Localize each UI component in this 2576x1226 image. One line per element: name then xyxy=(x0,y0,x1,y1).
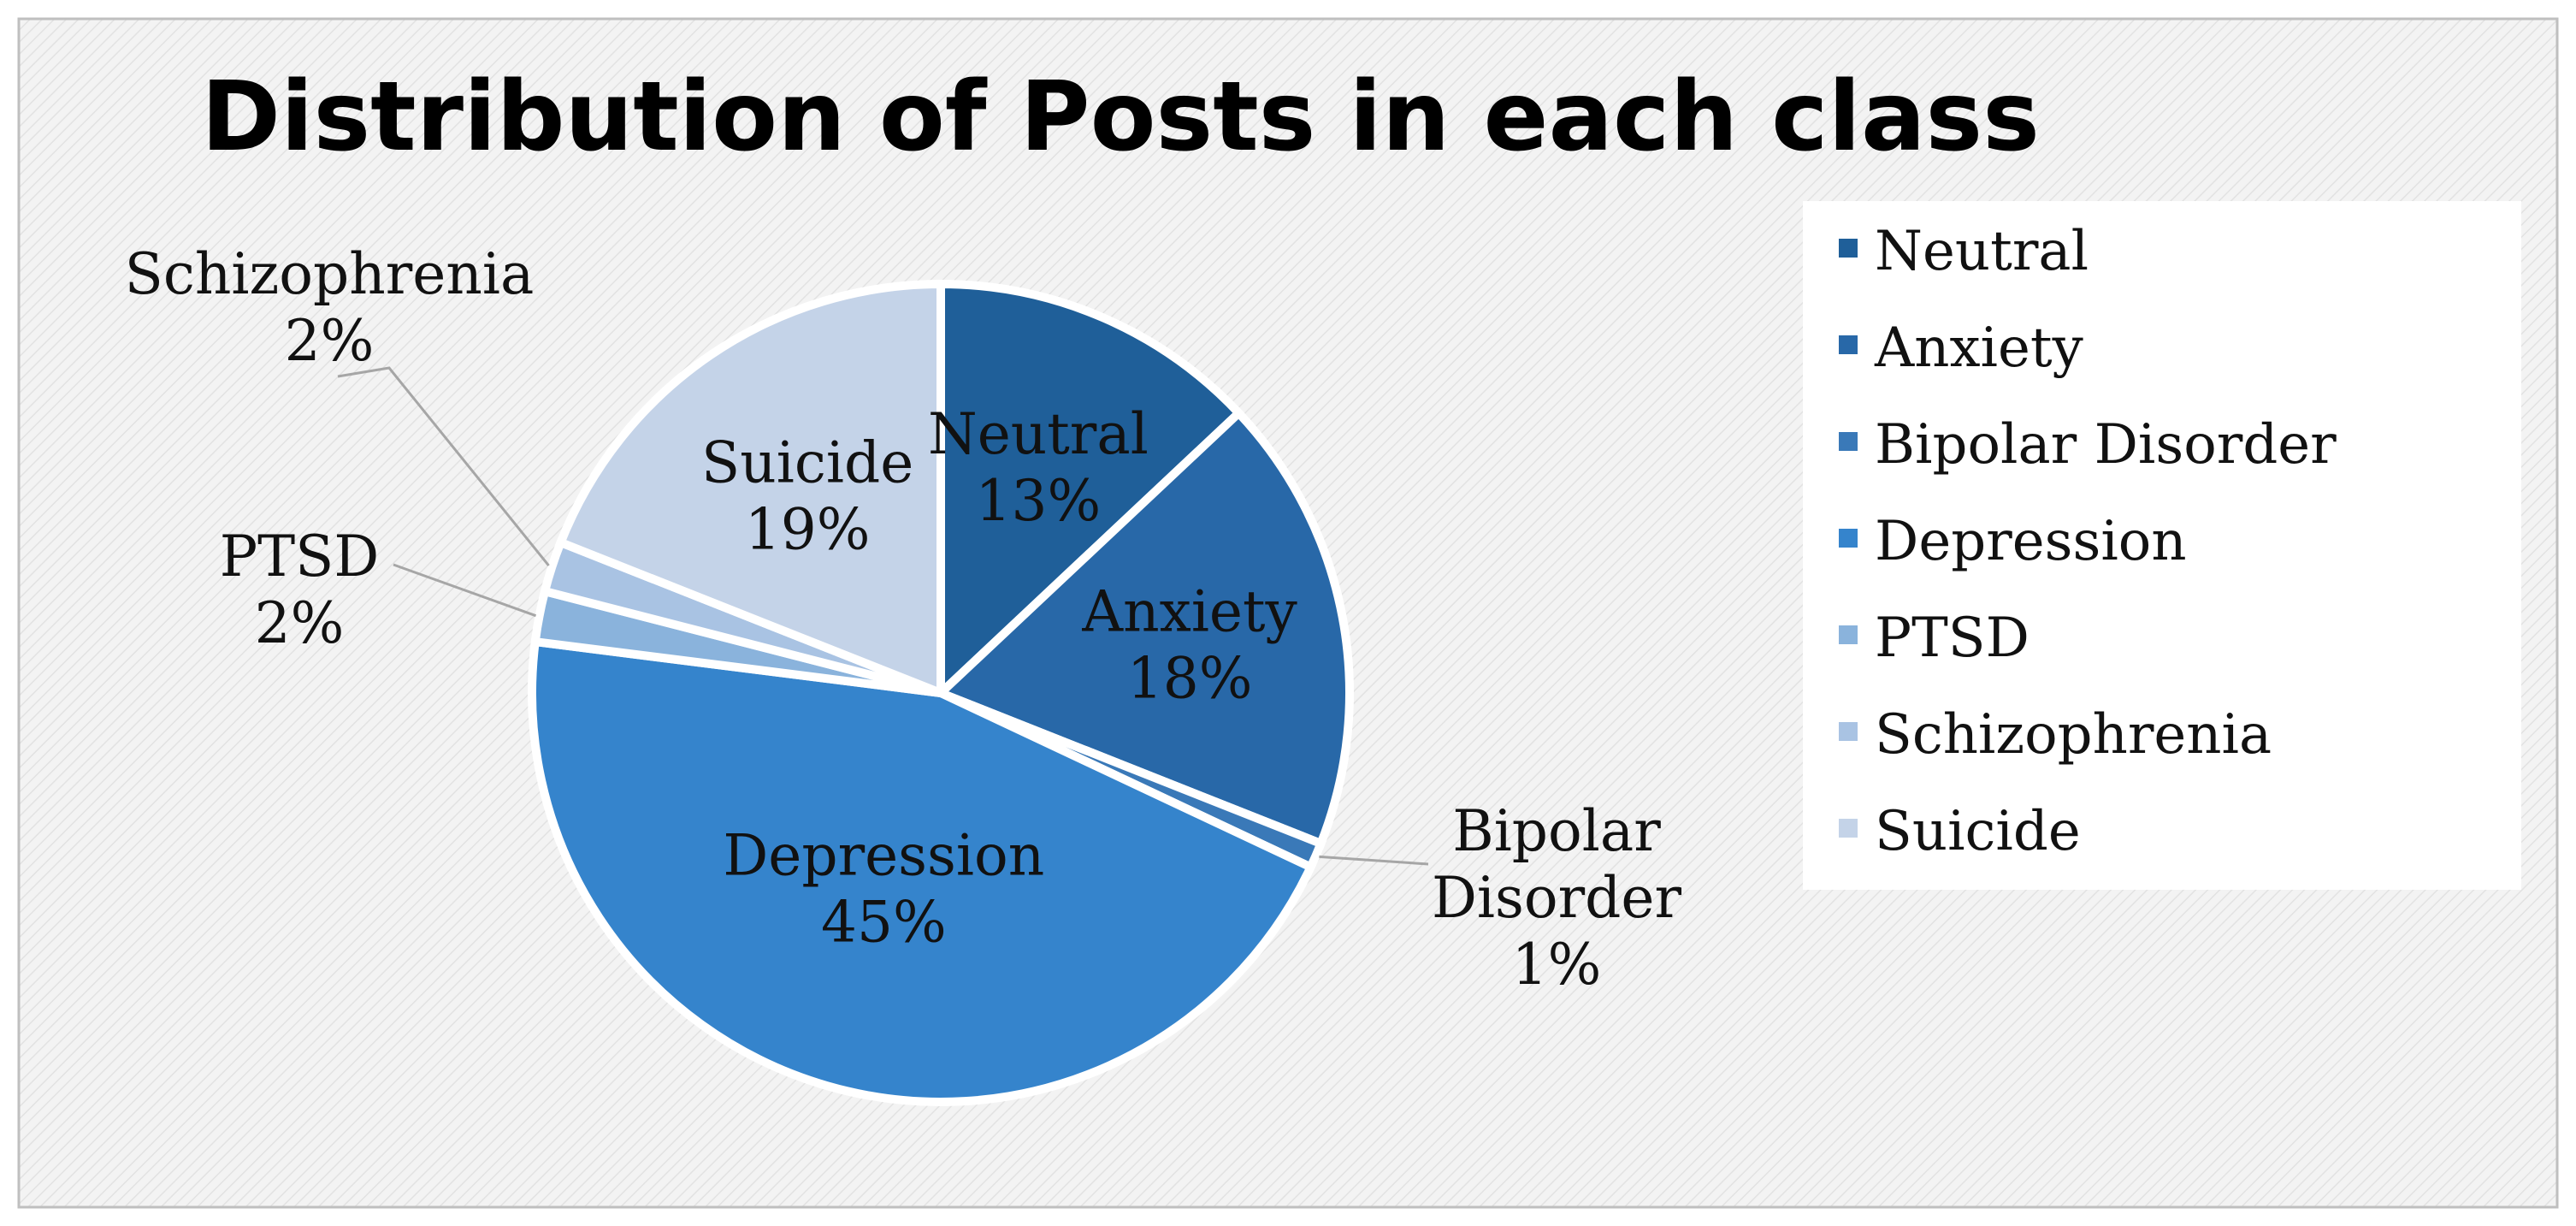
data-label-anxiety: Anxiety 18% xyxy=(1081,578,1297,711)
data-label-ptsd: PTSD 2% xyxy=(220,524,380,656)
leader-line-ptsd xyxy=(393,563,537,618)
pie-slices xyxy=(528,279,1354,1107)
data-label-suicide: Suicide 19% xyxy=(701,430,913,563)
pie-slice-anxiety xyxy=(932,406,1354,850)
pie-slice-depression xyxy=(528,637,1317,1107)
legend-label-anxiety: Anxiety xyxy=(1874,317,2083,380)
data-label-schizophrenia: Schizophrenia 2% xyxy=(125,241,535,374)
leader-line-schizophrenia xyxy=(337,366,550,566)
legend-swatch-schizophrenia xyxy=(1839,722,1858,741)
legend-label-schizophrenia: Schizophrenia xyxy=(1875,703,2272,767)
legend-label-ptsd: PTSD xyxy=(1875,607,2029,670)
chart-title: Distribution of Posts in each class xyxy=(201,62,2040,173)
legend-label-depression: Depression xyxy=(1875,510,2187,573)
legend-box xyxy=(1803,201,2521,890)
data-label-bipolar-disorder: Bipolar Disorder 1% xyxy=(1432,798,1681,998)
legend-swatch-neutral xyxy=(1839,239,1858,258)
legend-label-neutral: Neutral xyxy=(1875,220,2089,283)
legend: Neutral Anxiety Bipolar Disorder Depression… xyxy=(1803,201,2521,890)
legend-swatch-anxiety xyxy=(1839,335,1858,354)
legend-swatch-ptsd xyxy=(1839,625,1858,644)
pie-slice-neutral xyxy=(936,279,1245,703)
pie-slice-suicide xyxy=(555,279,945,700)
legend-swatch-depression xyxy=(1839,529,1858,548)
data-labels: Neutral 13% Anxiety 18% Bipolar Disorder 1% Dep… xyxy=(125,241,1682,998)
legend-swatch-bipolar-disorder xyxy=(1839,432,1858,451)
leader-lines xyxy=(337,366,1429,866)
legend-swatch-suicide xyxy=(1839,819,1858,838)
legend-label-suicide: Suicide xyxy=(1875,800,2081,863)
data-label-neutral: Neutral 13% xyxy=(928,401,1149,534)
data-label-depression: Depression 45% xyxy=(723,823,1044,956)
legend-label-bipolar-disorder: Bipolar Disorder xyxy=(1875,413,2337,477)
leader-line-bipolar-disorder xyxy=(1319,855,1429,866)
